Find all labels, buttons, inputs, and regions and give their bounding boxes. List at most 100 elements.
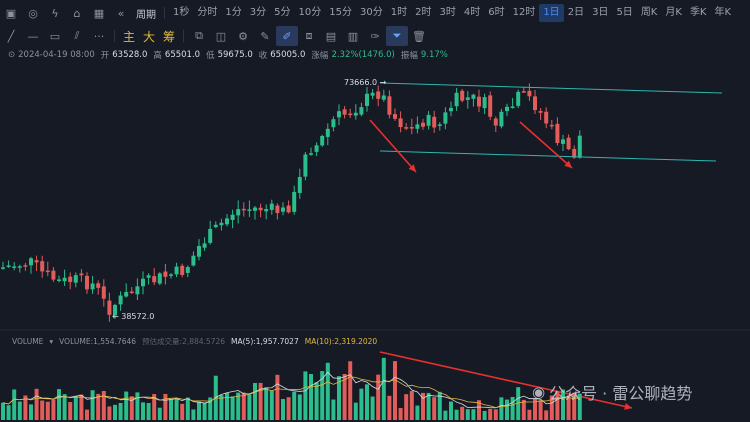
volume-bar (17, 401, 22, 420)
horizontal-line-icon[interactable]: — (27, 29, 39, 43)
candle-body (219, 222, 224, 226)
timeframe-tab[interactable]: 1日 (539, 4, 564, 22)
candle-body (34, 260, 39, 263)
volume-bar (191, 409, 196, 420)
candle-body (320, 135, 325, 146)
candle-body (281, 207, 285, 212)
divider (164, 7, 165, 19)
candle-body (113, 304, 117, 316)
timeframe-tab[interactable]: 季K (689, 7, 707, 18)
rectangle-icon[interactable]: ▭ (49, 29, 61, 43)
change-value: 2.32%(1476.0) (331, 50, 395, 60)
candle-body (135, 286, 140, 295)
chevron-down-icon[interactable]: ▾ (49, 336, 54, 346)
candle-body (141, 278, 145, 287)
trend-arrow-1-head (408, 164, 416, 172)
timeframe-tab[interactable]: 3日 (592, 7, 609, 18)
settings-icon[interactable]: ⚙ (238, 29, 248, 43)
timeframe-tab[interactable]: 5分 (274, 7, 291, 18)
volume-bar (129, 396, 134, 420)
candle-body (482, 97, 487, 109)
flash-icon[interactable]: ϟ (51, 6, 59, 20)
layout-icon[interactable]: ▣ (5, 6, 17, 20)
timeframe-tab[interactable]: 月K (665, 7, 682, 18)
timeframe-tab[interactable]: 2时 (415, 7, 432, 18)
candle-body (225, 218, 229, 225)
volume-bar (297, 394, 302, 420)
compare-icon[interactable]: ◫ (215, 29, 227, 43)
timeframe-tab[interactable]: 12时 (512, 7, 536, 18)
candle-body (269, 203, 274, 210)
timeframe-tab[interactable]: 2日 (567, 7, 585, 18)
collapse-circle-icon[interactable]: ⊙ (8, 50, 16, 60)
coin-icon[interactable]: ◎ (28, 6, 38, 20)
volume-bar (253, 383, 257, 420)
timeframe-tab[interactable]: 30分 (359, 7, 383, 18)
timeframe-tab[interactable]: 年K (714, 7, 732, 18)
timeframe-tab[interactable]: 1分 (225, 7, 242, 18)
volume-estimate: 预估成交量:2,884.5726 (142, 336, 226, 346)
candle-body (6, 265, 11, 267)
copy-icon[interactable]: ⧉ (195, 29, 203, 42)
volume-bar (292, 391, 297, 420)
candle-body (68, 276, 73, 283)
volume-bar (449, 401, 453, 420)
candle-body (454, 92, 459, 107)
volume-bar (90, 390, 95, 420)
max-price-label: 73666.0 → (344, 78, 387, 87)
volume-bar (73, 396, 78, 420)
indicator-main-button[interactable]: 主 (122, 29, 135, 44)
brush-icon[interactable]: ✑ (370, 29, 380, 43)
volume-bar (286, 397, 291, 420)
timeframe-tab[interactable]: 1秒 (173, 7, 190, 18)
volume-bar (572, 392, 577, 420)
grid-icon[interactable]: ▦ (93, 6, 105, 20)
delete-icon[interactable]: 🗑 (412, 29, 426, 43)
candle-body (561, 139, 565, 144)
store-icon[interactable]: ⌂ (73, 6, 81, 20)
timeframe-tab[interactable]: 5日 (616, 7, 633, 18)
watermark: ◉ 公众号 · 雷公聊趋势 (532, 380, 692, 404)
period-selector[interactable]: 周期 (136, 9, 156, 21)
timeframe-tab[interactable]: 4时 (463, 7, 481, 18)
volume-bar (510, 396, 515, 420)
collapse-icon[interactable]: « (117, 6, 125, 20)
parallel-channel-icon[interactable]: ⫽ (74, 29, 80, 42)
volume-bar (561, 389, 565, 420)
timeframe-tab[interactable]: 1时 (390, 7, 408, 18)
timeframe-tab[interactable]: 3时 (439, 7, 456, 18)
volume-bar (432, 397, 437, 420)
divider (114, 30, 115, 42)
volume-bar (348, 361, 353, 420)
candle-body (163, 271, 168, 277)
volume-bar (465, 409, 470, 420)
volume-bar (454, 409, 459, 420)
volume-bar (219, 395, 224, 420)
volume-bar (488, 408, 493, 420)
candle-body (488, 95, 493, 117)
draw-line-icon[interactable]: ✐ (276, 26, 298, 46)
candle-body (443, 112, 448, 124)
timeframe-tab[interactable]: 10分 (298, 7, 322, 18)
indicator-big-button[interactable]: 大 (142, 29, 155, 44)
candle-body (426, 114, 431, 126)
timeframe-tab[interactable]: 15分 (329, 7, 352, 18)
volume-value: VOLUME:1,554.7646 (59, 336, 137, 346)
timeframe-tab[interactable]: 分时 (197, 7, 218, 18)
more-icon[interactable]: ··· (93, 29, 105, 43)
volume-label[interactable]: VOLUME (12, 336, 44, 346)
timeframe-tab[interactable]: 周K (640, 7, 658, 18)
clipboard-icon[interactable]: ▤ (325, 29, 337, 43)
ruler-icon[interactable]: ✎ (260, 29, 270, 43)
trendline-icon[interactable]: ╱ (7, 29, 15, 43)
timeframe-tab[interactable]: 3分 (249, 7, 267, 18)
volume-bar (45, 401, 50, 420)
candle-type-icon[interactable]: ⧈ (305, 29, 313, 42)
filter-icon[interactable]: ⏷ (386, 26, 408, 46)
indicator-chips-button[interactable]: 筹 (162, 29, 175, 44)
change-label: 涨幅 (311, 51, 329, 61)
note-icon[interactable]: ▥ (347, 29, 359, 43)
timeframe-tab[interactable]: 6时 (488, 7, 505, 18)
candle-body (555, 123, 560, 143)
